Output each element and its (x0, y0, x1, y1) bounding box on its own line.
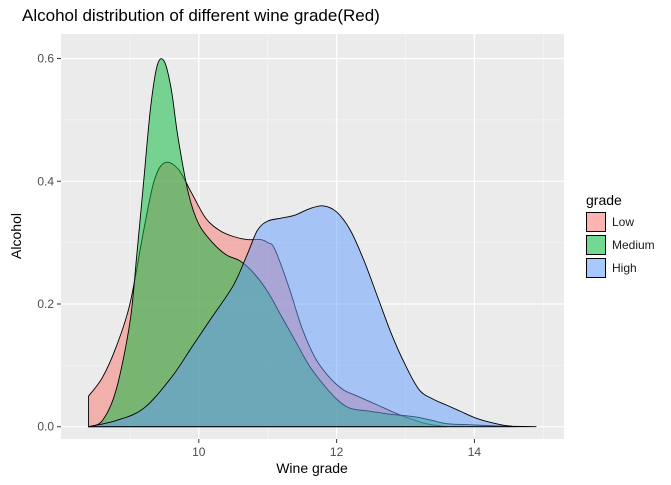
x-axis-label: Wine grade (276, 460, 348, 476)
y-tick-label: 0.4 (37, 174, 54, 188)
chart-title: Alcohol distribution of different wine g… (22, 6, 380, 25)
y-tick-label: 0.6 (37, 52, 54, 66)
density-areas (87, 58, 537, 428)
density-area-high (87, 205, 516, 428)
x-axis: 10 12 14 (192, 439, 481, 459)
legend-item-low: Low (586, 211, 634, 233)
y-tick-label: 0.0 (37, 420, 54, 434)
y-tick-label: 0.2 (37, 297, 54, 311)
legend-label-medium: Medium (612, 238, 655, 252)
legend-label-low: Low (612, 215, 635, 229)
x-tick-label: 12 (330, 445, 344, 459)
legend-title: grade (586, 192, 622, 208)
y-axis: 0.0 0.2 0.4 0.6 (37, 52, 61, 434)
x-tick-label: 10 (192, 445, 206, 459)
legend-swatch-medium (586, 235, 606, 255)
legend-label-high: High (612, 261, 637, 275)
y-axis-label: Alcohol (8, 213, 24, 259)
x-tick-label: 14 (468, 445, 482, 459)
legend-item-medium: Medium (586, 234, 655, 256)
legend-item-high: High (586, 257, 637, 279)
legend-swatch-high (586, 258, 606, 278)
legend-swatch-low (586, 212, 606, 232)
